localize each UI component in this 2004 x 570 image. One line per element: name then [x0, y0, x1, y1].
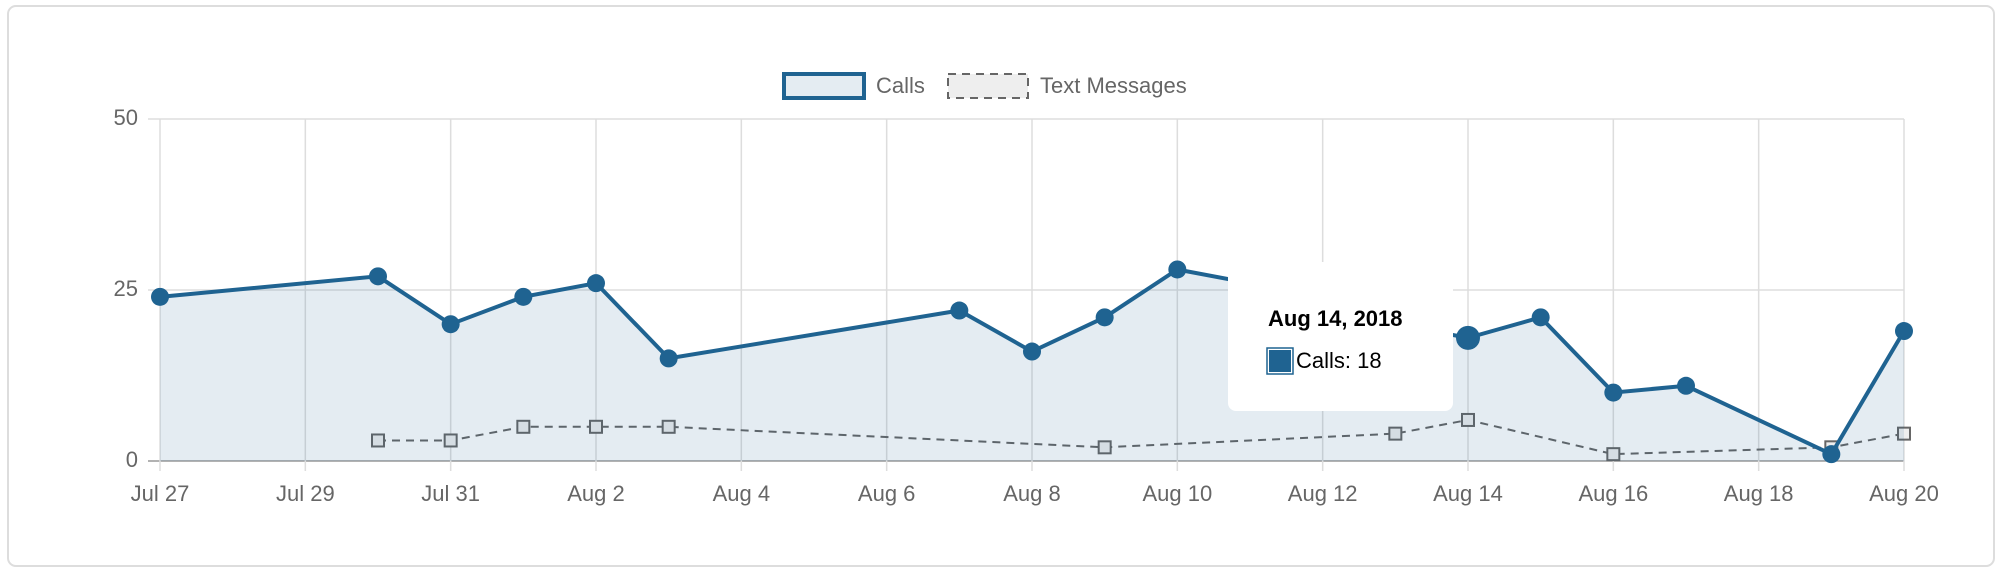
- x-tick-label: Jul 27: [131, 481, 190, 506]
- x-tick-label: Aug 12: [1288, 481, 1358, 506]
- point: [950, 301, 969, 320]
- legend-label: Calls: [876, 73, 925, 98]
- legend-label: Text Messages: [1040, 73, 1187, 98]
- point: [661, 419, 676, 434]
- point: [369, 267, 387, 286]
- point: [371, 433, 385, 448]
- x-tick-label: Aug 4: [713, 481, 771, 506]
- series-line: [159, 267, 1906, 457]
- point: [1895, 322, 1913, 341]
- point: [441, 315, 460, 334]
- point: [151, 287, 169, 306]
- legend-swatch: [947, 73, 1029, 99]
- x-tick-label: Aug 6: [858, 481, 916, 506]
- tooltip-swatch-border: [1266, 347, 1294, 375]
- y-tick-label: 50: [114, 105, 138, 130]
- area: [160, 269, 1904, 461]
- point: [1461, 412, 1475, 427]
- point: [1531, 308, 1550, 327]
- tooltip-swatch: [1267, 348, 1293, 374]
- point: [1388, 426, 1403, 441]
- x-tick-label: Aug 8: [1003, 481, 1061, 506]
- x-tick-label: Aug 2: [567, 481, 625, 506]
- point: [1822, 445, 1841, 464]
- point: [1456, 325, 1480, 350]
- point: [516, 419, 531, 434]
- point: [1677, 376, 1695, 395]
- point: [1095, 308, 1114, 327]
- x-tick-label: Aug 14: [1433, 481, 1503, 506]
- tooltip: [1228, 262, 1453, 411]
- x-tick-label: Jul 31: [421, 481, 480, 506]
- point: [1606, 447, 1621, 462]
- point: [1604, 383, 1623, 402]
- point: [659, 349, 678, 368]
- point: [1168, 260, 1187, 279]
- x-tick-label: Aug 10: [1142, 481, 1212, 506]
- point: [1023, 342, 1041, 361]
- point: [514, 287, 533, 306]
- point: [1097, 440, 1112, 455]
- y-tick-label: 25: [114, 276, 138, 301]
- point: [1897, 426, 1911, 441]
- x-tick-label: Jul 29: [276, 481, 335, 506]
- x-tick-label: Aug 16: [1578, 481, 1648, 506]
- point: [587, 274, 605, 293]
- tooltip-label: Calls: 18: [1296, 348, 1382, 373]
- y-tick-label: 0: [126, 447, 138, 472]
- point: [443, 433, 458, 448]
- x-tick-label: Aug 18: [1724, 481, 1794, 506]
- x-tick-label: Aug 20: [1869, 481, 1939, 506]
- point: [589, 419, 603, 434]
- legend-swatch: [782, 72, 866, 100]
- tooltip-title: Aug 14, 2018: [1268, 306, 1403, 331]
